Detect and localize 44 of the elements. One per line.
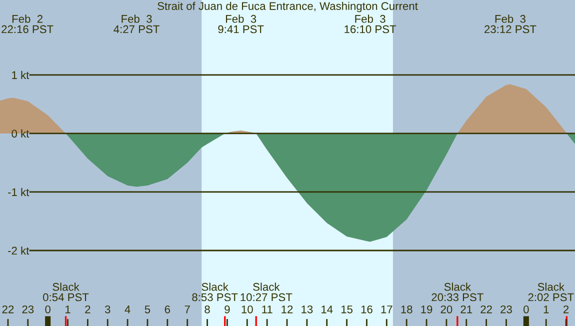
annotation: Slack 0:54 PST — [43, 282, 89, 302]
x-tick-label: 5 — [144, 306, 150, 314]
y-tick-label: -2 kt — [8, 246, 30, 255]
x-tick-label: 13 — [302, 305, 313, 314]
x-tick-label: 10 — [242, 305, 253, 314]
x-tick-label: 15 — [341, 306, 353, 314]
x-tick-label: 6 — [164, 305, 170, 314]
x-tick-label: 18 — [401, 305, 412, 314]
x-tick-label: 22 — [2, 305, 14, 314]
x-tick-label: 2 — [85, 305, 90, 314]
x-tick-label: 11 — [262, 306, 272, 314]
annotation: Slack 8:53 PST — [192, 282, 238, 302]
x-tick-label: 0 — [524, 305, 529, 314]
y-tick-label: -1 kt — [8, 188, 30, 196]
annotation: Slack 2:02 PST — [528, 282, 574, 302]
annotation: Feb 3 16:10 PST — [344, 14, 396, 34]
x-tick-label: 7 — [184, 306, 190, 314]
x-tick-label: 23 — [500, 305, 512, 314]
y-tick-label: 1 kt — [12, 70, 30, 80]
x-tick-label: 22 — [480, 305, 492, 314]
annotation: Slack 10:27 PST — [240, 282, 292, 302]
x-tick-label: 3 — [104, 305, 110, 314]
x-tick-label: 1 — [66, 306, 70, 314]
annotation: Feb 3 9:41 PST — [218, 14, 264, 34]
x-tick-label: 1 — [544, 306, 549, 314]
x-tick-label: 16 — [361, 305, 372, 314]
annotation: Feb 3 4:27 PST — [114, 14, 160, 34]
annotation: Feb 2 22:16 PST — [2, 14, 54, 34]
x-tick-label: 23 — [22, 305, 34, 314]
annotation: Feb 3 23:12 PST — [484, 14, 536, 34]
chart-title: Strait of Juan de Fuca Entrance, Washington Current — [158, 2, 418, 12]
x-tick-label: 9 — [224, 305, 230, 314]
x-tick-label: 2 — [564, 305, 569, 314]
x-tick-label: 12 — [282, 305, 293, 314]
x-tick-label: 17 — [381, 306, 392, 314]
x-tick-label: 21 — [460, 305, 472, 314]
annotation: Slack 20:33 PST — [432, 282, 484, 302]
x-tick-label: 0 — [45, 305, 50, 314]
x-tick-label: 4 — [124, 306, 130, 314]
y-tick-label: 0 kt — [12, 129, 30, 138]
x-tick-label: 19 — [421, 305, 432, 314]
x-tick-label: 8 — [204, 305, 210, 314]
x-tick-label: 14 — [322, 306, 333, 314]
x-tick-label: 20 — [440, 305, 452, 314]
